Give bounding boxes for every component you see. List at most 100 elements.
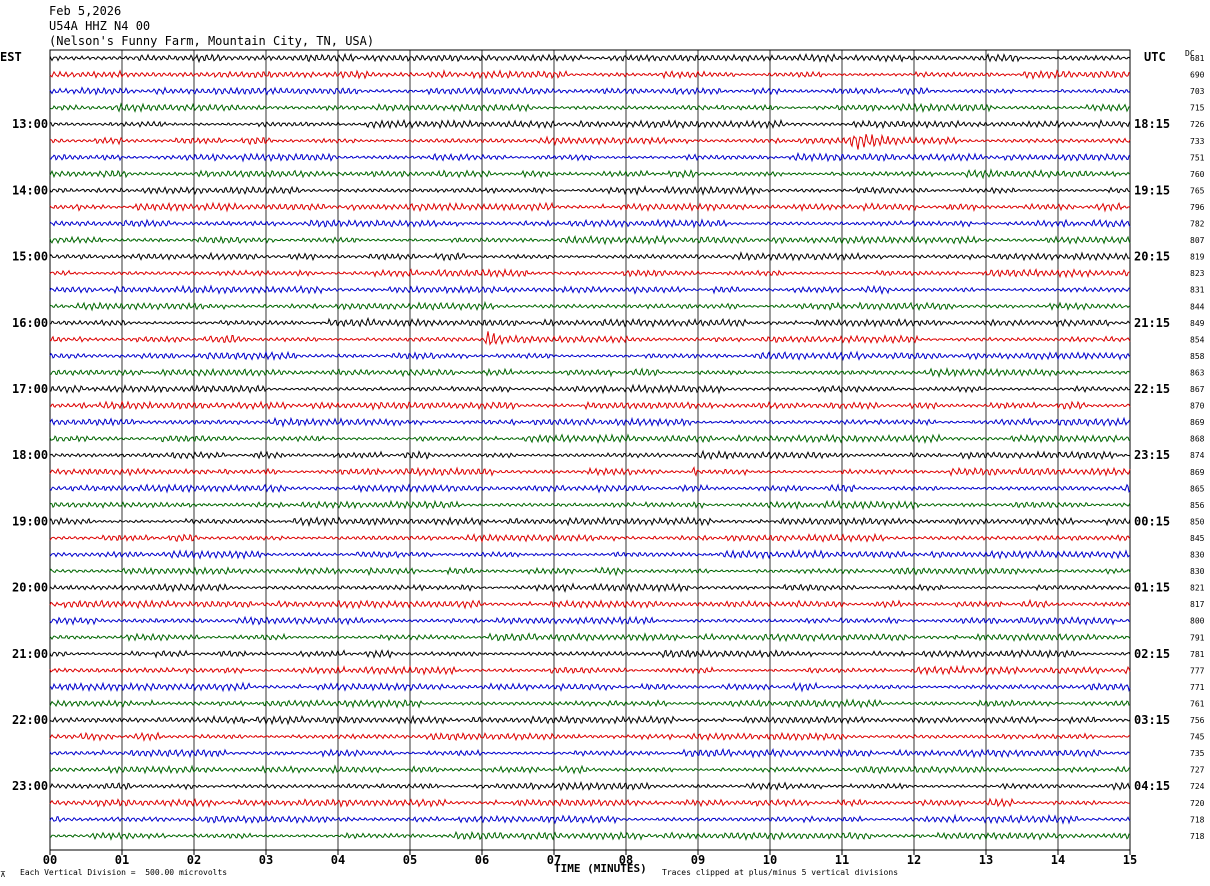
seismic-trace	[49, 400, 1131, 411]
seismic-trace	[49, 184, 1131, 196]
seismic-trace	[49, 582, 1131, 593]
utc-hour-label: 23:15	[1134, 448, 1170, 462]
seismic-trace	[49, 466, 1131, 477]
seismic-trace	[49, 383, 1131, 395]
corner-mark-icon: ⊼	[0, 870, 6, 879]
seismic-trace	[49, 516, 1131, 527]
x-tick-label: 08	[619, 853, 633, 867]
seismic-trace	[49, 118, 1131, 130]
seismic-trace	[49, 532, 1131, 544]
plot-date: Feb 5,2026	[49, 4, 122, 18]
dc-offset-label: 830	[1190, 567, 1205, 576]
seismic-trace	[49, 416, 1131, 428]
dc-offset-label: 819	[1190, 253, 1205, 262]
dc-offset-label: 681	[1190, 54, 1205, 63]
dc-offset-label: 874	[1190, 451, 1205, 460]
dc-offset-label: 715	[1190, 104, 1205, 113]
dc-offset-label: 869	[1190, 418, 1205, 427]
dc-offset-label: 690	[1190, 71, 1205, 80]
seismic-trace	[49, 566, 1131, 577]
dc-offset-label: 831	[1190, 286, 1205, 295]
x-tick-label: 00	[43, 853, 57, 867]
est-hour-label: 16:00	[12, 316, 48, 330]
dc-offset-label: 800	[1190, 617, 1205, 626]
dc-offset-label: 844	[1190, 302, 1205, 311]
utc-hour-label: 04:15	[1134, 779, 1170, 793]
x-axis-title: TIME (MINUTES)	[554, 862, 647, 875]
utc-hour-label: 22:15	[1134, 382, 1170, 396]
dc-offset-label: 863	[1190, 368, 1205, 377]
seismic-trace	[49, 218, 1131, 229]
est-hour-label: 15:00	[12, 250, 48, 264]
x-tick-label: 15	[1123, 853, 1137, 867]
est-hour-label: 14:00	[12, 183, 48, 197]
left-timezone-label: EST	[0, 50, 22, 64]
est-hour-label: 19:00	[12, 514, 48, 528]
seismic-trace	[49, 331, 1131, 346]
x-tick-label: 05	[403, 853, 417, 867]
dc-offset-label: 791	[1190, 633, 1205, 642]
seismic-trace	[49, 649, 1131, 659]
seismic-trace	[49, 168, 1131, 180]
seismic-trace	[49, 316, 1131, 328]
x-tick-label: 06	[475, 853, 489, 867]
seismic-trace	[49, 813, 1131, 825]
utc-hour-label: 18:15	[1134, 117, 1170, 131]
dc-offset-label: 850	[1190, 517, 1205, 526]
seismic-trace	[49, 598, 1131, 610]
dc-offset-label: 703	[1190, 87, 1205, 96]
dc-offset-label: 777	[1190, 666, 1205, 675]
dc-offset-label: 718	[1190, 832, 1205, 841]
est-hour-label: 22:00	[12, 713, 48, 727]
dc-offset-label: 720	[1190, 799, 1205, 808]
dc-offset-label: 718	[1190, 815, 1205, 824]
seismic-trace	[49, 499, 1131, 510]
dc-offset-label: 745	[1190, 733, 1205, 742]
dc-offset-label: 823	[1190, 269, 1205, 278]
x-tick-label: 10	[763, 853, 777, 867]
est-hour-label: 18:00	[12, 448, 48, 462]
dc-offset-label: 867	[1190, 385, 1205, 394]
utc-hour-label: 00:15	[1134, 514, 1170, 528]
seismic-trace	[49, 731, 1131, 742]
x-tick-label: 07	[547, 853, 561, 867]
dc-offset-label: 869	[1190, 468, 1205, 477]
seismic-trace	[49, 548, 1131, 560]
seismic-trace	[49, 52, 1131, 64]
est-hour-label: 20:00	[12, 581, 48, 595]
seismic-trace	[49, 632, 1131, 643]
dc-offset-label: 760	[1190, 170, 1205, 179]
seismic-trace	[49, 69, 1131, 80]
utc-hour-label: 01:15	[1134, 581, 1170, 595]
seismic-trace	[49, 698, 1131, 709]
seismic-trace	[49, 267, 1131, 279]
dc-offset-label: 782	[1190, 220, 1205, 229]
plot-frame	[49, 49, 1131, 851]
seismic-trace	[49, 234, 1131, 246]
seismic-trace	[49, 133, 1131, 150]
dc-offset-label: 735	[1190, 749, 1205, 758]
dc-offset-label: 807	[1190, 236, 1205, 245]
seismic-trace	[49, 251, 1131, 262]
dc-offset-label: 726	[1190, 120, 1205, 129]
dc-offset-label: 756	[1190, 716, 1205, 725]
utc-hour-label: 19:15	[1134, 183, 1170, 197]
dc-offset-label: 854	[1190, 335, 1205, 344]
x-tick-label: 13	[979, 853, 993, 867]
x-tick-label: 09	[691, 853, 705, 867]
seismic-trace	[49, 300, 1131, 312]
seismic-trace	[49, 615, 1131, 626]
dc-offset-label: 761	[1190, 699, 1205, 708]
dc-offset-label: 856	[1190, 501, 1205, 510]
dc-offset-label: 845	[1190, 534, 1205, 543]
x-tick-label: 01	[115, 853, 129, 867]
dc-offset-label: 868	[1190, 435, 1205, 444]
dc-offset-label: 796	[1190, 203, 1205, 212]
x-tick-label: 14	[1051, 853, 1065, 867]
seismic-trace	[49, 367, 1131, 379]
dc-label: DC	[1185, 49, 1195, 58]
seismic-trace	[49, 681, 1131, 693]
seismic-trace	[49, 151, 1131, 163]
dc-offset-label: 821	[1190, 584, 1205, 593]
seismic-trace	[49, 102, 1131, 113]
